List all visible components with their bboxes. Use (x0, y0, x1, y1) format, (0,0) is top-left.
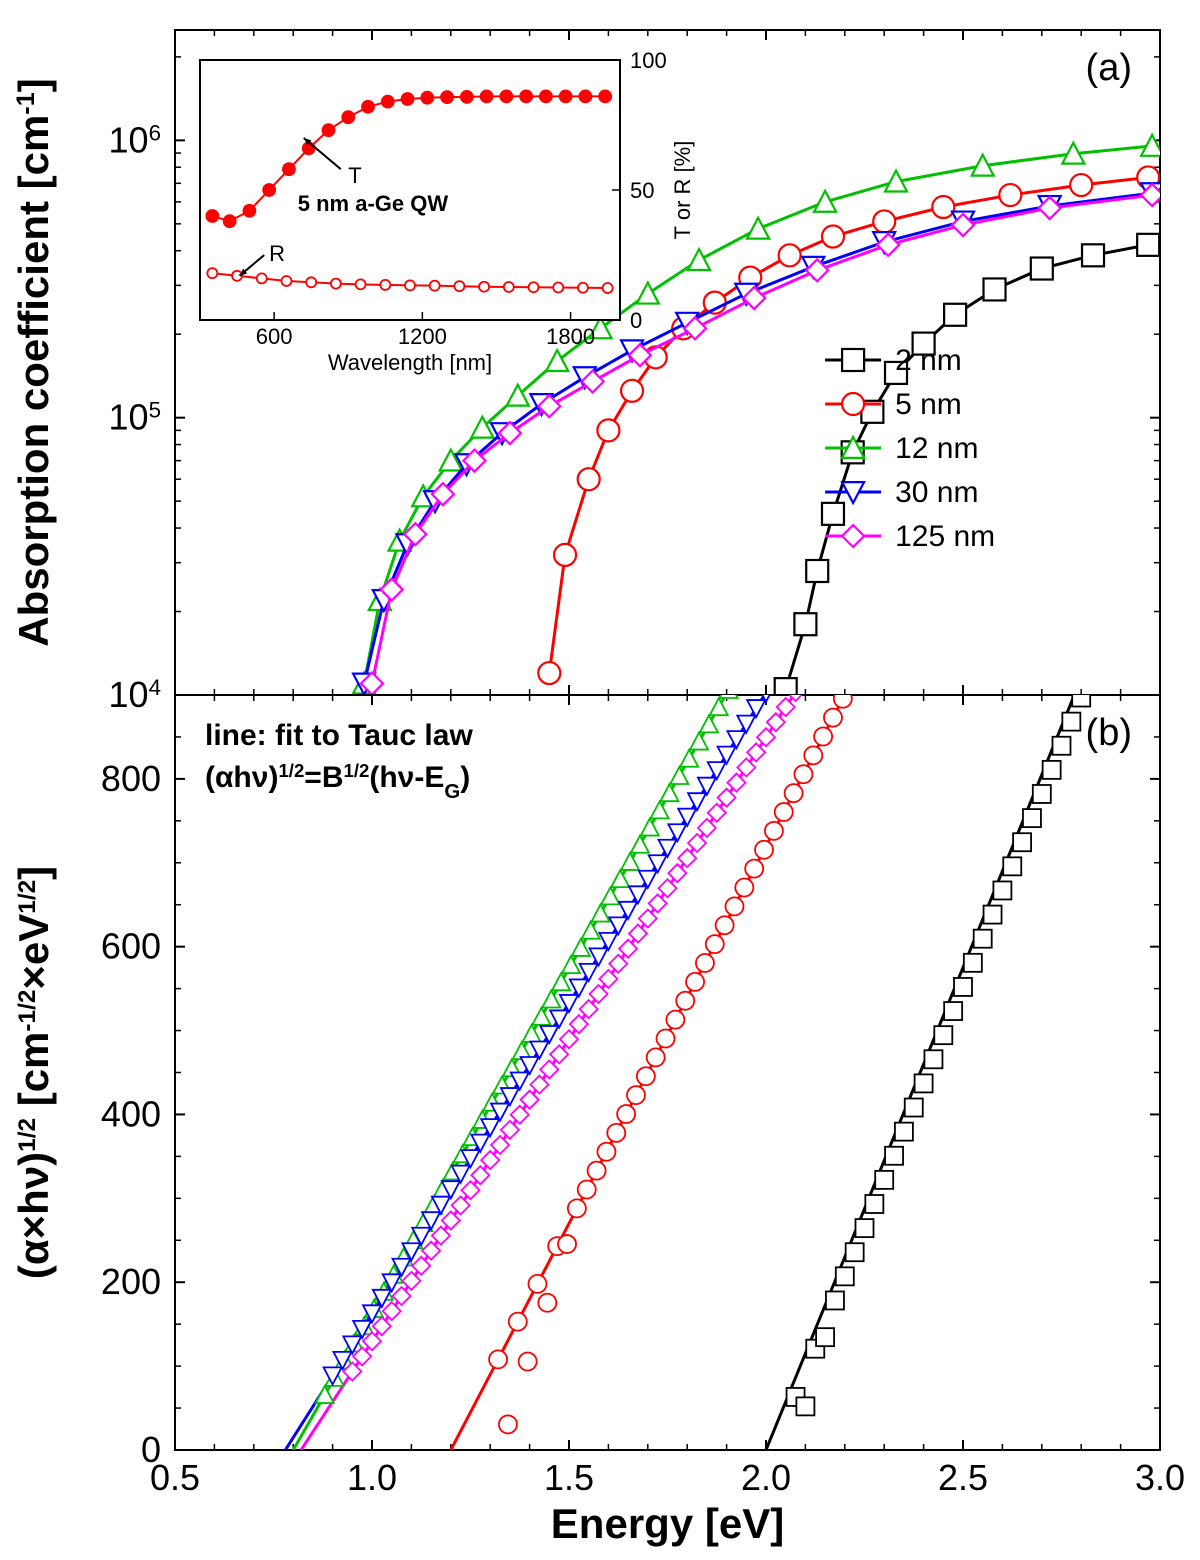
svg-text:30 nm: 30 nm (895, 476, 978, 509)
svg-text:1800: 1800 (546, 324, 595, 349)
tauc-annot1: line: fit to Tauc law (205, 719, 473, 752)
panel-b-label: (b) (1086, 712, 1132, 754)
svg-text:0: 0 (141, 1429, 161, 1470)
svg-text:400: 400 (101, 1093, 161, 1134)
svg-text:600: 600 (101, 926, 161, 967)
inset: 600 1200 1800 0 50 100 Wavelength [nm] T or R [… (200, 48, 695, 375)
svg-text:R: R (269, 241, 285, 266)
svg-text:2.5: 2.5 (938, 1457, 988, 1498)
svg-text:5 nm: 5 nm (895, 388, 962, 421)
svg-text:2 nm: 2 nm (895, 344, 962, 377)
inset-ylabel: T or R [%] (670, 141, 695, 240)
svg-text:125 nm: 125 nm (895, 520, 995, 553)
svg-text:200: 200 (101, 1261, 161, 1302)
series-5nm-line (549, 177, 1148, 673)
tauc-annot2: (αhν)1/2=B1/2(hν-EG) (205, 760, 470, 804)
svg-text:1.0: 1.0 (347, 1457, 397, 1498)
svg-text:1.5: 1.5 (544, 1457, 594, 1498)
panel-b-ylabel: (α×hν)1/2 [cm-1/2×eV1/2] (10, 866, 57, 1279)
svg-text:12 nm: 12 nm (895, 432, 978, 465)
legend: 2 nm 5 nm 12 nm 30 nm 125 nm (825, 344, 995, 553)
svg-text:2.0: 2.0 (741, 1457, 791, 1498)
svg-text:1200: 1200 (398, 324, 447, 349)
svg-text:104: 104 (109, 674, 161, 715)
svg-text:106: 106 (109, 119, 161, 160)
svg-text:T: T (348, 163, 361, 188)
svg-text:100: 100 (630, 48, 667, 73)
svg-text:600: 600 (256, 324, 293, 349)
inset-xlabel: Wavelength [nm] (328, 350, 492, 375)
svg-text:105: 105 (109, 397, 161, 438)
svg-text:800: 800 (101, 758, 161, 799)
figure-svg: 104 105 106 Absorption coefficient [cm-1] (a… (0, 0, 1200, 1560)
inset-note: 5 nm a-Ge QW (298, 191, 449, 216)
panel-a-label: (a) (1086, 47, 1132, 89)
svg-text:3.0: 3.0 (1135, 1457, 1185, 1498)
panel-a-ylabel: Absorption coefficient [cm-1] (10, 78, 57, 646)
x-axis-label: Energy [eV] (551, 1500, 784, 1547)
svg-text:0: 0 (630, 308, 642, 333)
panel-a: 104 105 106 Absorption coefficient [cm-1] (a… (10, 30, 1163, 715)
svg-text:50: 50 (630, 178, 654, 203)
